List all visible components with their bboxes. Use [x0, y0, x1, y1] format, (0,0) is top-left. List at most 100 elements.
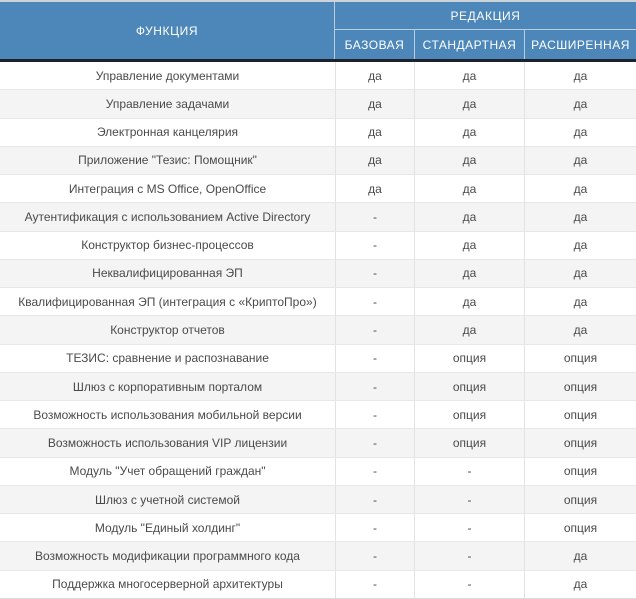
edition-subheaders: БАЗОВАЯ СТАНДАРТНАЯ РАСШИРЕННАЯ: [335, 30, 636, 59]
table-row: Неквалифицированная ЭП - да да: [0, 259, 636, 289]
table-row: Возможность модификации программного код…: [0, 542, 636, 571]
feature-cell: Неквалифицированная ЭП: [92, 266, 243, 281]
feature-cell: Управление задачами: [105, 96, 230, 111]
column-header-function: ФУНКЦИЯ: [0, 2, 335, 59]
table-row: Электронная канцелярия да да да: [0, 118, 636, 147]
feature-cell: Поддержка многосерверной архитектуры: [52, 577, 283, 592]
value-cell: опция: [524, 457, 636, 485]
feature-cell: Конструктор отчетов: [110, 322, 225, 337]
table-row: Конструктор отчетов - да да: [0, 316, 636, 345]
value-cell: -: [335, 344, 414, 372]
value-cell: да: [524, 570, 636, 598]
value-cell: -: [335, 457, 414, 485]
feature-cell: Шлюз с учетной системой: [95, 492, 240, 507]
value-cell: -: [335, 542, 414, 570]
value-cell: опция: [524, 372, 636, 401]
column-header-edition: РЕДАКЦИЯ: [335, 2, 636, 30]
value-cell: -: [335, 372, 414, 401]
value-cell: да: [414, 259, 524, 288]
value-cell: да: [414, 146, 524, 175]
value-cell: -: [335, 570, 414, 598]
value-cell: опция: [414, 401, 524, 429]
value-cell: -: [335, 231, 414, 259]
value-cell: да: [524, 259, 636, 288]
table-header: ФУНКЦИЯ РЕДАКЦИЯ БАЗОВАЯ СТАНДАРТНАЯ РАС…: [0, 2, 636, 62]
value-cell: да: [335, 146, 414, 175]
value-cell: -: [335, 203, 414, 231]
table-row: Аутентификация с использованием Active D…: [0, 203, 636, 232]
value-cell: да: [524, 203, 636, 231]
value-cell: да: [524, 231, 636, 259]
table-row: Квалифицированная ЭП (интеграция с «Крип…: [0, 288, 636, 317]
value-cell: да: [524, 288, 636, 316]
value-cell: опция: [524, 429, 636, 457]
value-cell: да: [414, 203, 524, 231]
value-cell: -: [414, 542, 524, 570]
value-cell: опция: [524, 344, 636, 372]
feature-cell: Электронная канцелярия: [96, 125, 239, 140]
table-row: Модуль "Учет обращений граждан" - - опция: [0, 457, 636, 486]
value-cell: да: [414, 288, 524, 316]
value-cell: да: [524, 62, 636, 90]
feature-cell: Возможность использования VIP лицензии: [47, 436, 288, 451]
table-row: Шлюз с корпоративным порталом - опция опция: [0, 372, 636, 402]
table-row: Модуль "Единый холдинг" - - опция: [0, 514, 636, 543]
value-cell: -: [414, 485, 524, 514]
value-cell: -: [414, 514, 524, 542]
value-cell: да: [414, 316, 524, 344]
table-row: Приложение "Тезис: Помощник" да да да: [0, 146, 636, 176]
value-cell: опция: [414, 429, 524, 457]
value-cell: да: [414, 62, 524, 90]
value-cell: да: [524, 175, 636, 203]
value-cell: да: [524, 316, 636, 344]
value-cell: -: [414, 570, 524, 598]
value-cell: -: [335, 288, 414, 316]
value-cell: -: [335, 401, 414, 429]
column-header-extended: РАСШИРЕННАЯ: [524, 30, 636, 59]
feature-cell: Приложение "Тезис: Помощник": [78, 153, 257, 168]
value-cell: да: [414, 175, 524, 203]
value-cell: -: [335, 485, 414, 514]
feature-cell: Интеграция с MS Office, OpenOffice: [68, 181, 267, 196]
feature-cell: Шлюз с корпоративным порталом: [72, 379, 263, 394]
column-header-basic: БАЗОВАЯ: [344, 37, 405, 52]
edition-header-group: РЕДАКЦИЯ БАЗОВАЯ СТАНДАРТНАЯ РАСШИРЕННАЯ: [335, 2, 636, 59]
value-cell: да: [335, 62, 414, 90]
table-row: Возможность использования VIP лицензии - о…: [0, 429, 636, 458]
value-cell: -: [335, 259, 414, 288]
table-row: Управление документами да да да: [0, 62, 636, 91]
value-cell: -: [335, 316, 414, 344]
table-row: Шлюз с учетной системой - - опция: [0, 485, 636, 515]
feature-cell: Возможность использования мобильной верс…: [33, 407, 302, 422]
feature-cell: Управление документами: [95, 68, 240, 83]
feature-cell: Квалифицированная ЭП (интеграция с «Крип…: [18, 294, 317, 309]
feature-cell: Модуль "Единый холдинг": [94, 520, 241, 535]
value-cell: -: [335, 514, 414, 542]
column-header-standard: СТАНДАРТНАЯ: [414, 30, 524, 59]
table-row: Конструктор бизнес-процессов - да да: [0, 231, 636, 260]
value-cell: опция: [524, 401, 636, 429]
value-cell: да: [414, 118, 524, 146]
value-cell: -: [414, 457, 524, 485]
feature-cell: Модуль "Учет обращений граждан": [69, 464, 266, 479]
value-cell: опция: [414, 372, 524, 401]
value-cell: да: [414, 90, 524, 118]
value-cell: -: [335, 429, 414, 457]
table-row: Управление задачами да да да: [0, 90, 636, 119]
value-cell: опция: [524, 485, 636, 514]
value-cell: опция: [524, 514, 636, 542]
value-cell: да: [524, 90, 636, 118]
value-cell: да: [524, 542, 636, 570]
table-row: Возможность использования мобильной верс…: [0, 401, 636, 430]
value-cell: да: [335, 118, 414, 146]
table-row: Интеграция с MS Office, OpenOffice да да да: [0, 175, 636, 204]
value-cell: да: [335, 175, 414, 203]
value-cell: да: [524, 146, 636, 175]
feature-cell: Конструктор бизнес-процессов: [81, 238, 254, 253]
table-body: Управление документами да да да Управление з…: [0, 62, 636, 599]
table-row: ТЕЗИС: сравнение и распознавание - опция оп…: [0, 344, 636, 373]
value-cell: опция: [414, 344, 524, 372]
feature-cell: ТЕЗИС: сравнение и распознавание: [66, 351, 269, 366]
value-cell: да: [524, 118, 636, 146]
